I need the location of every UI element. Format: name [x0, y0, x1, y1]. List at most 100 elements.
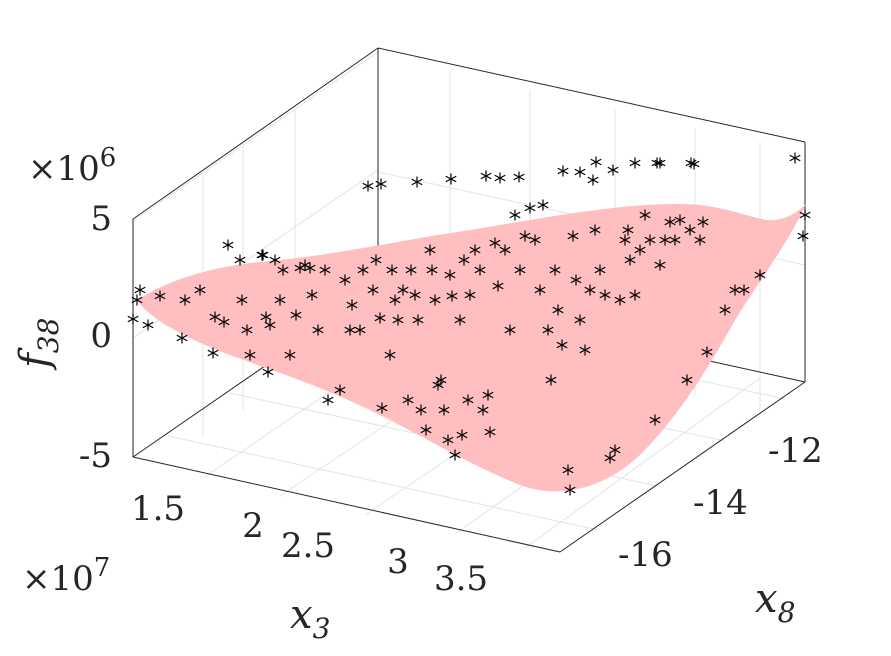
- data-point: [304, 262, 316, 274]
- data-point: [367, 284, 379, 296]
- data-point: [542, 324, 554, 336]
- data-point: [362, 180, 374, 192]
- data-point: [552, 304, 564, 316]
- z-tick-label: -5: [79, 436, 112, 476]
- data-point: [415, 404, 427, 416]
- data-point: [529, 234, 541, 246]
- data-point: [354, 324, 366, 336]
- data-point: [386, 264, 398, 276]
- data-point: [607, 164, 619, 176]
- data-point: [244, 349, 256, 361]
- data-point: [644, 234, 656, 246]
- data-point: [405, 264, 417, 276]
- z-multiplier: ×106: [28, 143, 116, 189]
- x-axis-line: [132, 456, 561, 553]
- data-point: [269, 254, 281, 266]
- data-point: [599, 289, 611, 301]
- data-point: [134, 284, 146, 296]
- data-point: [127, 313, 139, 325]
- data-point: [688, 158, 700, 170]
- data-point: [649, 414, 661, 426]
- data-point: [489, 237, 501, 249]
- data-point: [260, 311, 272, 323]
- data-point: [319, 264, 331, 276]
- data-point: [629, 157, 641, 169]
- data-point: [545, 374, 557, 386]
- data-point: [697, 216, 709, 228]
- data-point: [274, 294, 286, 306]
- data-point: [438, 404, 450, 416]
- data-point: [494, 172, 506, 184]
- data-point: [562, 464, 574, 476]
- y-axis-label: x8: [755, 576, 795, 629]
- z-axis-label: f38: [12, 318, 65, 371]
- data-point: [339, 274, 351, 286]
- data-point: [564, 484, 576, 496]
- data-point: [519, 230, 531, 242]
- data-point: [322, 394, 334, 406]
- data-point: [604, 452, 616, 464]
- data-point: [207, 347, 219, 359]
- data-point: [284, 349, 296, 361]
- y-tick-label: -14: [693, 483, 748, 523]
- data-point: [754, 269, 766, 281]
- data-point: [579, 344, 591, 356]
- grid-line: [167, 435, 599, 531]
- data-point: [154, 290, 166, 302]
- data-point: [241, 324, 253, 336]
- data-point: [442, 434, 454, 446]
- data-point: [458, 254, 470, 266]
- data-point: [402, 394, 414, 406]
- axis-line: [132, 47, 379, 220]
- data-point: [654, 157, 666, 169]
- data-point: [131, 294, 143, 306]
- data-point: [374, 312, 386, 324]
- data-point: [797, 230, 809, 242]
- data-point: [629, 289, 641, 301]
- data-point: [412, 314, 424, 326]
- x-tick-label: 2.5: [281, 526, 335, 566]
- data-point: [346, 299, 358, 311]
- data-point: [549, 264, 561, 276]
- data-point: [584, 284, 596, 296]
- data-point: [277, 264, 289, 276]
- y-axis-line: [559, 381, 806, 553]
- data-point: [537, 199, 549, 211]
- data-point: [514, 264, 526, 276]
- data-point: [694, 234, 706, 246]
- data-point: [264, 319, 276, 331]
- data-point: [334, 384, 346, 396]
- x-tick-label: 2: [242, 506, 264, 546]
- data-point: [474, 264, 486, 276]
- data-point: [504, 324, 516, 336]
- data-point: [411, 176, 423, 188]
- data-point: [534, 284, 546, 296]
- data-point: [444, 269, 456, 281]
- data-point: [557, 165, 569, 177]
- data-point: [614, 294, 626, 306]
- data-point: [409, 289, 421, 301]
- data-point: [674, 214, 686, 226]
- x-axis-label: x3: [290, 592, 330, 645]
- data-point: [639, 209, 651, 221]
- data-point: [194, 284, 206, 296]
- data-point: [435, 374, 447, 386]
- data-point: [590, 156, 602, 168]
- data-point: [397, 284, 409, 296]
- data-point: [509, 209, 521, 221]
- data-point: [567, 230, 579, 242]
- data-point: [376, 402, 388, 414]
- data-point: [262, 366, 274, 378]
- data-point: [594, 264, 606, 276]
- scatter-points: [127, 152, 811, 496]
- data-point: [370, 254, 382, 266]
- data-point: [389, 294, 401, 306]
- data-point: [344, 324, 356, 336]
- data-point: [484, 426, 496, 438]
- data-point: [654, 259, 666, 271]
- data-point: [290, 309, 302, 321]
- data-point: [420, 424, 432, 436]
- data-point: [179, 294, 191, 306]
- data-point: [429, 294, 441, 306]
- data-point: [738, 284, 750, 296]
